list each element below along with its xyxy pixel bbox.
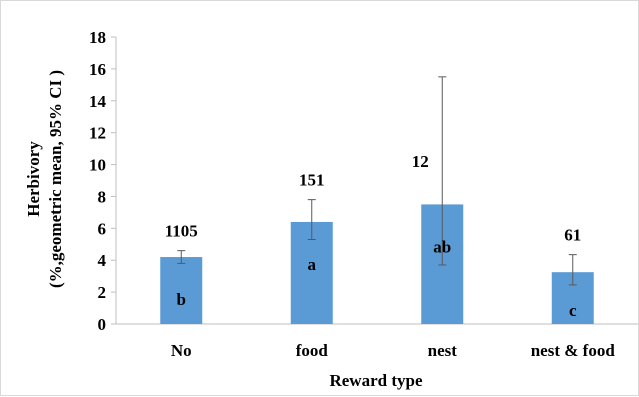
x-tick-label: food xyxy=(296,341,329,360)
bar xyxy=(160,257,203,324)
sample-count-label: 151 xyxy=(299,171,325,190)
significance-letter: b xyxy=(177,290,186,309)
x-axis-title: Reward type xyxy=(329,371,422,390)
x-tick-label: nest & food xyxy=(531,341,616,360)
significance-letter: c xyxy=(569,301,577,320)
y-axis-title-line2: (%,geometric mean, 95% CI ) xyxy=(46,70,65,288)
sample-count-label: 12 xyxy=(412,152,429,171)
y-tick-label: 0 xyxy=(98,315,107,334)
y-tick-label: 18 xyxy=(89,28,106,47)
y-tick-label: 14 xyxy=(89,92,107,111)
x-tick-label: nest xyxy=(428,341,458,360)
sample-count-label: 61 xyxy=(564,226,581,245)
y-tick-label: 4 xyxy=(98,251,107,270)
y-axis-title: Herbivory (%,geometric mean, 95% CI ) xyxy=(24,70,65,288)
y-axis-title-line1: Herbivory xyxy=(24,141,43,217)
significance-letter: ab xyxy=(433,237,451,256)
y-tick-label: 12 xyxy=(89,124,106,143)
y-tick-label: 2 xyxy=(98,283,107,302)
sample-count-label: 1105 xyxy=(165,222,198,241)
y-tick-label: 16 xyxy=(89,60,106,79)
significance-letter: a xyxy=(308,255,317,274)
x-tick-label: No xyxy=(171,341,192,360)
y-tick-label: 8 xyxy=(98,187,107,206)
y-tick-label: 10 xyxy=(89,156,106,175)
y-tick-label: 6 xyxy=(98,219,107,238)
